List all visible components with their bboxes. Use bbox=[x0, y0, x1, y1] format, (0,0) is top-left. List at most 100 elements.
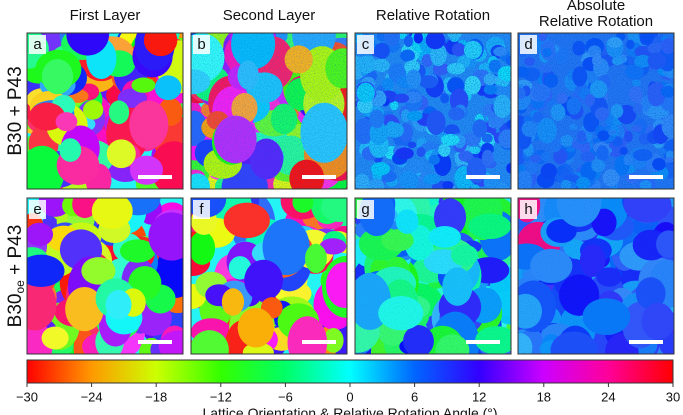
panel-letter: g bbox=[361, 201, 369, 218]
scale-bar bbox=[302, 175, 336, 179]
scale-bar bbox=[138, 175, 172, 179]
grain bbox=[262, 218, 310, 276]
grain bbox=[191, 231, 216, 265]
tick-label: −30 bbox=[16, 389, 38, 404]
grain bbox=[83, 100, 104, 120]
grain bbox=[129, 100, 169, 150]
panel-letter: e bbox=[33, 201, 41, 218]
grain bbox=[41, 326, 69, 350]
panel-letter: c bbox=[362, 36, 370, 53]
grain bbox=[55, 112, 78, 132]
grain bbox=[223, 202, 270, 239]
grain bbox=[320, 198, 347, 222]
scale-bar bbox=[466, 175, 500, 179]
panel-image bbox=[518, 33, 674, 189]
grain bbox=[237, 307, 275, 348]
panel-letter: b bbox=[197, 36, 205, 53]
column-header: Second Layer bbox=[223, 7, 316, 24]
noise bbox=[518, 198, 674, 354]
row-label-part: oe bbox=[13, 280, 27, 294]
grain bbox=[91, 198, 133, 229]
tick-label: −6 bbox=[278, 389, 293, 404]
row-label: B30 + P43 bbox=[5, 66, 26, 155]
tick-label: 18 bbox=[537, 389, 551, 404]
panel-image bbox=[27, 198, 183, 354]
row-label: B30oe + P43 bbox=[5, 225, 27, 328]
panel-letter-box bbox=[193, 35, 210, 54]
grain bbox=[191, 330, 229, 354]
grain bbox=[244, 259, 283, 301]
panel-letter: a bbox=[33, 36, 42, 53]
grain bbox=[119, 239, 156, 263]
grain bbox=[27, 145, 65, 189]
scale-bar bbox=[302, 340, 336, 344]
column-header: Relative Rotation bbox=[539, 13, 653, 30]
tick-label: 12 bbox=[472, 389, 486, 404]
tick-label: −24 bbox=[81, 389, 103, 404]
tick-label: 30 bbox=[666, 389, 680, 404]
grain bbox=[131, 77, 156, 93]
panel-image bbox=[191, 33, 347, 189]
tick-label: 24 bbox=[601, 389, 615, 404]
colorbar bbox=[26, 359, 674, 384]
column-header: Relative Rotation bbox=[376, 7, 490, 24]
panel-letter: h bbox=[524, 201, 532, 218]
grain bbox=[65, 286, 104, 332]
noise bbox=[191, 33, 347, 189]
noise bbox=[355, 33, 511, 189]
panel-letter-box bbox=[520, 200, 537, 219]
grain bbox=[41, 59, 74, 95]
grain bbox=[325, 262, 347, 308]
panel-letter-box bbox=[29, 35, 46, 54]
grain bbox=[27, 222, 54, 247]
panel-letter: d bbox=[524, 36, 532, 53]
tick-label: 0 bbox=[346, 389, 353, 404]
row-label-part: + P43 bbox=[5, 225, 26, 280]
panel-frame bbox=[190, 197, 348, 355]
panel-letter-box bbox=[29, 200, 46, 219]
grain bbox=[81, 257, 116, 285]
noise bbox=[355, 198, 511, 354]
panel-frame bbox=[26, 197, 184, 355]
panel-letter-box bbox=[520, 35, 537, 54]
grain bbox=[72, 198, 98, 219]
grain bbox=[27, 278, 57, 331]
grain bbox=[105, 290, 132, 320]
grain bbox=[154, 75, 182, 101]
panel-frame bbox=[190, 32, 348, 190]
grain bbox=[292, 198, 314, 213]
column-header: Absolute bbox=[567, 0, 625, 14]
scale-bar bbox=[138, 340, 172, 344]
panel-letter: f bbox=[199, 201, 204, 218]
grain bbox=[143, 33, 178, 57]
panel-letter-box bbox=[357, 200, 374, 219]
row-label-part: + P43 bbox=[5, 66, 26, 121]
grain bbox=[66, 33, 110, 56]
noise bbox=[518, 33, 674, 189]
tick-label: −12 bbox=[210, 389, 232, 404]
scale-bar bbox=[629, 175, 663, 179]
panel-frame bbox=[26, 32, 184, 190]
grain bbox=[319, 238, 347, 255]
panel-image bbox=[518, 198, 674, 354]
panel-image bbox=[355, 198, 511, 354]
tick-label: 6 bbox=[411, 389, 418, 404]
grain bbox=[305, 243, 327, 274]
grain bbox=[27, 254, 65, 288]
panel-image bbox=[27, 33, 183, 189]
grain bbox=[130, 155, 163, 185]
tick-label: −18 bbox=[145, 389, 167, 404]
panel-frame bbox=[517, 197, 675, 355]
grain bbox=[148, 212, 183, 261]
grain bbox=[59, 138, 82, 162]
scale-bar bbox=[466, 340, 500, 344]
panel-image bbox=[355, 33, 511, 189]
panel-frame bbox=[354, 197, 512, 355]
panel-letter-box bbox=[357, 35, 374, 54]
grain bbox=[221, 288, 245, 316]
scale-bar bbox=[629, 340, 663, 344]
colorbar-label: Lattice Orientation & Relative Rotation … bbox=[202, 405, 497, 415]
panel-frame bbox=[517, 32, 675, 190]
grain bbox=[106, 139, 136, 169]
row-label-part: B30 bbox=[5, 122, 26, 156]
